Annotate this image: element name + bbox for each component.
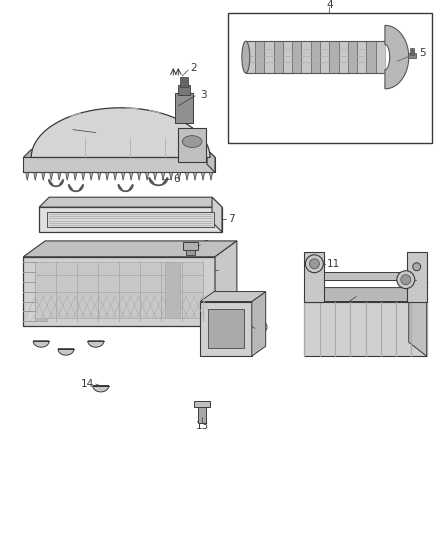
Circle shape <box>311 263 318 271</box>
Bar <box>180 77 188 87</box>
Bar <box>408 53 416 58</box>
Bar <box>186 250 195 255</box>
Text: 11: 11 <box>327 259 340 269</box>
Polygon shape <box>212 197 222 232</box>
Text: 3: 3 <box>200 90 207 100</box>
Polygon shape <box>208 310 244 348</box>
Bar <box>255 41 265 73</box>
Polygon shape <box>252 292 266 356</box>
Bar <box>292 41 301 73</box>
Polygon shape <box>31 108 210 157</box>
Polygon shape <box>33 341 49 347</box>
Polygon shape <box>88 341 104 347</box>
Text: 10: 10 <box>256 324 269 333</box>
Polygon shape <box>58 349 74 355</box>
Polygon shape <box>23 149 215 157</box>
Text: 4: 4 <box>326 1 332 11</box>
Bar <box>357 41 366 73</box>
Circle shape <box>397 271 415 288</box>
Circle shape <box>401 274 411 285</box>
Bar <box>178 85 190 95</box>
Bar <box>175 93 193 123</box>
Bar <box>274 41 283 73</box>
Polygon shape <box>23 157 215 172</box>
Text: 5: 5 <box>420 48 426 58</box>
Circle shape <box>309 259 319 269</box>
Circle shape <box>305 255 323 273</box>
Polygon shape <box>409 288 427 356</box>
Bar <box>410 48 413 55</box>
Polygon shape <box>304 288 427 302</box>
Text: 2: 2 <box>190 63 197 73</box>
Bar <box>339 41 348 73</box>
Bar <box>198 407 206 423</box>
Text: 11: 11 <box>417 274 430 285</box>
Text: 6: 6 <box>173 174 180 184</box>
Bar <box>246 41 255 73</box>
Polygon shape <box>23 257 215 326</box>
Polygon shape <box>23 241 237 257</box>
Polygon shape <box>23 172 215 180</box>
Polygon shape <box>47 212 214 227</box>
Bar <box>320 41 329 73</box>
Circle shape <box>413 263 420 271</box>
Text: 12: 12 <box>359 292 372 302</box>
Polygon shape <box>178 127 206 163</box>
Text: 7: 7 <box>228 214 235 224</box>
Polygon shape <box>166 262 180 318</box>
Bar <box>376 41 385 73</box>
Polygon shape <box>39 207 222 232</box>
Polygon shape <box>304 252 324 302</box>
Polygon shape <box>215 241 237 326</box>
Bar <box>301 41 311 73</box>
Ellipse shape <box>242 41 250 73</box>
Text: 13: 13 <box>195 421 209 431</box>
Text: 1: 1 <box>66 125 73 135</box>
Polygon shape <box>200 302 252 356</box>
Polygon shape <box>207 149 215 172</box>
Bar <box>366 41 376 73</box>
Bar <box>348 41 357 73</box>
Bar <box>194 401 210 407</box>
Bar <box>329 41 339 73</box>
Polygon shape <box>385 25 409 89</box>
Polygon shape <box>304 302 427 356</box>
Bar <box>311 41 320 73</box>
Text: 14: 14 <box>81 379 94 389</box>
Polygon shape <box>39 197 222 207</box>
Bar <box>228 13 431 142</box>
Ellipse shape <box>183 135 202 148</box>
Polygon shape <box>93 386 109 392</box>
Polygon shape <box>200 292 266 302</box>
Polygon shape <box>324 272 407 280</box>
Polygon shape <box>407 252 427 302</box>
Bar <box>265 41 274 73</box>
Text: 8: 8 <box>202 240 209 250</box>
Polygon shape <box>35 262 203 318</box>
Text: 9: 9 <box>220 265 226 274</box>
Bar <box>183 242 198 250</box>
Polygon shape <box>35 262 47 321</box>
Bar <box>283 41 292 73</box>
